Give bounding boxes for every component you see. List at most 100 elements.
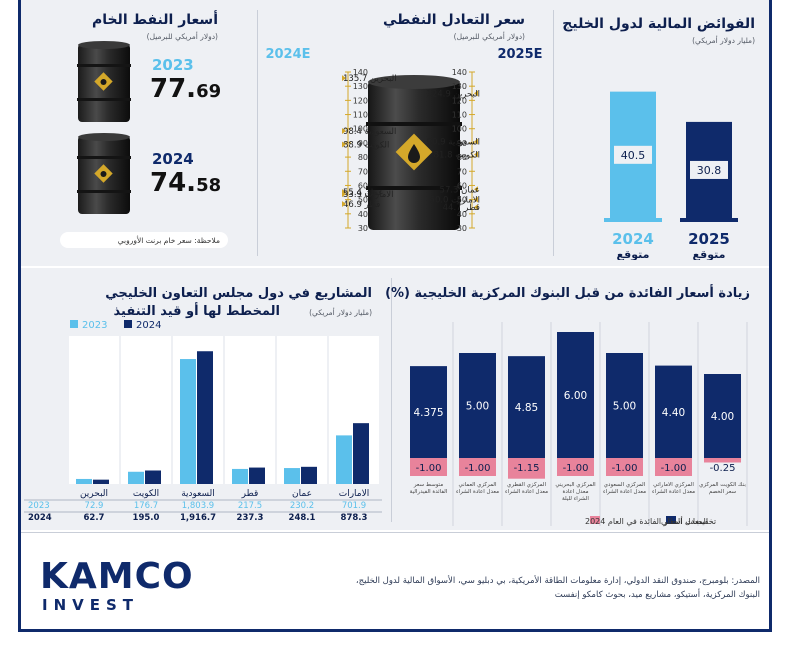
- rate-cut-bar: [655, 458, 692, 476]
- data-label: عمان 57.3: [440, 185, 480, 195]
- tick-label: 30: [457, 224, 467, 233]
- project-bar: [353, 423, 369, 484]
- barrel-rim: [366, 186, 462, 190]
- current-rate-bar: [459, 353, 496, 458]
- divider: [391, 278, 392, 522]
- value-label: 72.9: [85, 501, 104, 511]
- project-bar: [249, 467, 265, 484]
- value-label: 701.9: [342, 501, 366, 511]
- value-label: -1.00: [612, 463, 638, 474]
- category-note: متوقع: [617, 248, 650, 260]
- tick-label: 50: [358, 196, 368, 205]
- value-label: 4.40: [662, 407, 685, 419]
- crude-unit: (دولار أمريكي للبرميل): [146, 32, 218, 41]
- legend-swatch: [70, 320, 78, 328]
- value-badge: [690, 160, 728, 179]
- category-label: المركزي العماني: [459, 481, 497, 488]
- barrel-lid: [368, 75, 460, 89]
- data-label: قطر 46.9: [343, 200, 380, 210]
- value-label: 5.00: [613, 401, 636, 413]
- tick-label: 70: [457, 167, 467, 176]
- tick-label: 110: [353, 111, 368, 120]
- category-column: [121, 336, 171, 484]
- crude-year-2023: 2023: [152, 56, 194, 74]
- pointer-mark: [342, 201, 346, 208]
- legend-label: 2023: [82, 320, 107, 331]
- value-label: 62.7: [84, 513, 105, 523]
- current-rate-bar: [606, 353, 643, 458]
- project-bar: [284, 468, 300, 484]
- data-label: الكويت 81.8: [434, 151, 480, 161]
- value-label: 5.00: [466, 401, 489, 413]
- tick-label: 140: [353, 68, 368, 77]
- category-label: قطر: [241, 489, 259, 499]
- crude-note-pill: [60, 232, 228, 248]
- pointer-mark: [342, 127, 346, 134]
- tick-label: 120: [353, 96, 368, 105]
- category-label: الامارات: [339, 489, 370, 499]
- category-label: المركزي البحريني: [555, 481, 596, 488]
- data-label: عمان 55.4: [343, 188, 383, 198]
- tick-label: 50: [457, 196, 467, 205]
- current-rate-bar: [557, 332, 594, 458]
- tick-label: 70: [358, 167, 368, 176]
- project-bar: [336, 435, 352, 484]
- value-label: 4.375: [413, 407, 443, 419]
- pointer-mark: [342, 75, 346, 82]
- projects-unit: (مليار دولار أمريكي): [309, 308, 372, 317]
- category-label: بنك الكويت المركزي: [699, 481, 746, 488]
- category-label: معدل اعادة الشراء: [505, 489, 548, 495]
- oil-drop-icon: [408, 144, 420, 163]
- legend-swatch: [666, 516, 676, 524]
- data-label: السعودية 90.9: [427, 138, 480, 148]
- project-bar: [128, 471, 144, 484]
- value-label: -0.25: [710, 463, 736, 474]
- category-label: المركزي الاماراتي: [653, 481, 694, 488]
- surplus-unit: (مليار دولار أمريكي): [692, 36, 755, 45]
- bar-base: [680, 218, 738, 222]
- category-column: [277, 336, 327, 484]
- project-bar: [232, 468, 248, 484]
- category-label: معدل اعادة الشراء: [652, 489, 695, 495]
- project-bar: [301, 466, 317, 484]
- category-label: سعر الخصم: [709, 489, 737, 495]
- value-label: -1.00: [465, 463, 491, 474]
- projects-title-line-2: المخطط لها أو قيد التنفيذ: [113, 304, 280, 319]
- project-bar: [180, 359, 196, 484]
- breakeven-unit: (دولار أمريكي للبرميل): [453, 32, 525, 41]
- rate-cut-bar: [459, 458, 496, 476]
- value-badge: [614, 145, 652, 164]
- breakeven-chart: 140 130 120 110 100 90 80 70 60 50 40 30 2024E البحري…: [265, 47, 542, 233]
- category-column: [225, 336, 275, 484]
- crude-price-2023: 77.69: [150, 74, 222, 104]
- tick-label: 90: [457, 139, 467, 148]
- value-label: 248.1: [289, 513, 316, 523]
- value-label: 230.2: [290, 501, 314, 511]
- value-label: -1.00: [563, 463, 589, 474]
- value-label: -1.15: [514, 463, 540, 474]
- rate-cut-bar: [557, 458, 594, 476]
- kamco-logo-sub: INVEST: [42, 596, 140, 614]
- pointer-mark: [342, 141, 346, 148]
- category-label: عمان: [292, 489, 312, 499]
- category-label: معدل اعادة: [562, 489, 588, 495]
- category-label: المركزي القطري: [507, 481, 546, 488]
- tick-label: 110: [452, 111, 467, 120]
- value-label: 237.3: [237, 513, 264, 523]
- category-label: البحرين: [80, 489, 108, 499]
- pointer-mark: [474, 151, 478, 158]
- tick-label: 90: [358, 139, 368, 148]
- category-column: [69, 336, 119, 484]
- footer-divider: [21, 532, 769, 533]
- pointer-mark: [474, 186, 478, 193]
- barrel-rim: [366, 122, 462, 126]
- value-label: -1.00: [661, 463, 687, 474]
- data-label: البحرين 135.7: [343, 74, 397, 84]
- category-label: الكويت: [133, 489, 159, 499]
- row-year: 2024: [28, 513, 52, 523]
- divider: [257, 10, 258, 256]
- category-label: 2025: [688, 230, 730, 248]
- category-label: معدل اعادة الشراء: [456, 489, 499, 495]
- tick-label: 130: [353, 82, 368, 91]
